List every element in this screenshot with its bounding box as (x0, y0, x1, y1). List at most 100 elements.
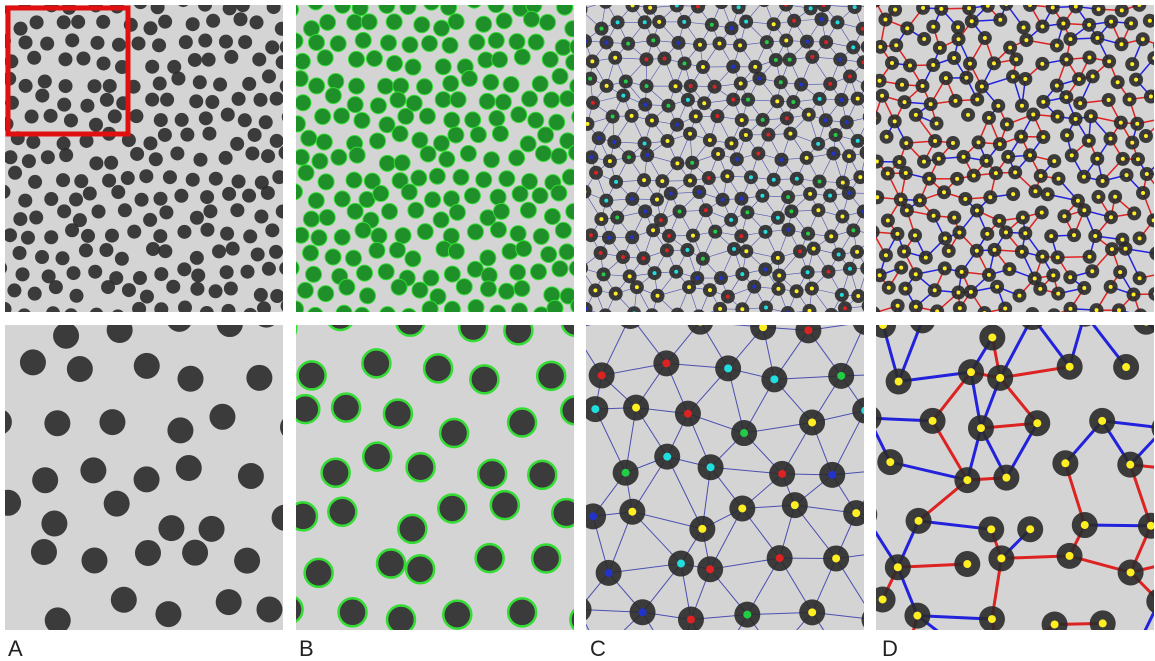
center (597, 136, 601, 140)
image-tile (574, 0, 896, 341)
cell (861, 40, 875, 54)
center (1148, 19, 1152, 23)
center (996, 104, 1000, 108)
outline (392, 126, 408, 142)
cell (28, 175, 42, 189)
cell (579, 302, 593, 316)
center (639, 608, 647, 616)
cell (25, 110, 39, 124)
center (1109, 215, 1113, 219)
center (626, 312, 634, 320)
center (1145, 172, 1149, 176)
center (806, 270, 810, 274)
center (776, 216, 780, 220)
center (589, 233, 593, 237)
outline (480, 250, 496, 266)
center (1020, 104, 1024, 108)
cell (182, 652, 208, 661)
outline (317, 50, 333, 66)
outline (346, 172, 362, 188)
center (798, 249, 802, 253)
cell (862, 299, 876, 313)
outline (303, 211, 319, 227)
center (1095, 157, 1099, 161)
center (1130, 62, 1134, 66)
cell (38, 74, 52, 88)
center (732, 247, 736, 251)
center (1139, 313, 1143, 317)
cell (1049, 639, 1075, 661)
center (1134, 78, 1138, 82)
link (1062, 652, 1124, 661)
center (743, 611, 751, 619)
outline (495, 94, 511, 110)
outline (295, 95, 311, 111)
link (630, 316, 700, 322)
cell (29, 211, 43, 225)
cell (254, 288, 268, 302)
center (613, 56, 617, 60)
outline (306, 266, 322, 282)
cell (1047, 308, 1061, 322)
cell (107, 317, 133, 343)
center (584, 307, 588, 311)
outline (536, 642, 564, 661)
center (612, 140, 616, 144)
cell (200, 223, 214, 237)
outline (371, 228, 387, 244)
cell (44, 192, 58, 206)
center (1132, 211, 1136, 215)
panel-label: D (882, 636, 898, 661)
outline (492, 126, 508, 142)
center (964, 76, 968, 80)
center (594, 171, 598, 175)
center (887, 286, 891, 290)
center (1004, 230, 1008, 234)
outline (412, 132, 428, 148)
center (962, 155, 966, 159)
center (899, 198, 903, 202)
center (957, 37, 961, 41)
cell (3, 150, 17, 164)
center (737, 5, 741, 9)
outline (555, 39, 571, 55)
cell (199, 111, 213, 125)
center (847, 154, 851, 158)
cell (867, 111, 881, 125)
center (985, 232, 989, 236)
outline (528, 112, 544, 128)
center (642, 178, 646, 182)
center (696, 318, 704, 326)
outline (570, 39, 586, 55)
image-tile (851, 301, 1155, 661)
cell (269, 245, 283, 259)
cell (145, 60, 159, 74)
center (1072, 233, 1076, 237)
center (1076, 199, 1080, 203)
center (988, 195, 992, 199)
outline (380, 35, 396, 51)
center (1082, 175, 1086, 179)
center (666, 139, 670, 143)
center (674, 270, 678, 274)
cell (703, 656, 729, 661)
cell (81, 547, 107, 573)
center (939, 7, 943, 11)
center (837, 372, 845, 380)
center (851, 228, 855, 232)
cell (58, 52, 72, 66)
center (878, 273, 882, 277)
center (753, 65, 757, 69)
outline (434, 20, 450, 36)
link (764, 0, 786, 5)
cell (199, 516, 225, 542)
cell (220, 265, 234, 279)
cell (867, 306, 881, 320)
cell (219, 35, 233, 49)
center (771, 651, 779, 659)
center (922, 37, 926, 41)
center (1142, 318, 1150, 326)
center (621, 255, 625, 259)
center (717, 41, 721, 45)
cell (145, 93, 159, 107)
